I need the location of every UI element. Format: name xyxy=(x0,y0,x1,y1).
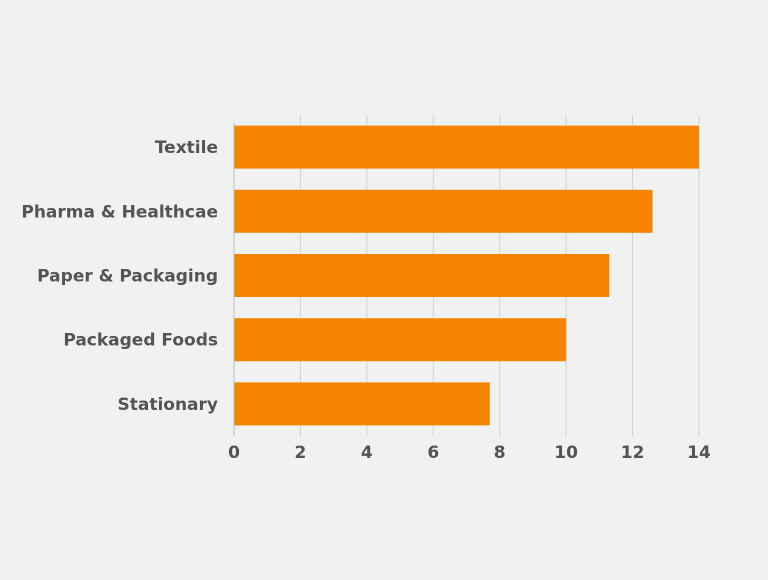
category-label: Paper & Packaging xyxy=(37,267,218,287)
x-tick-label: 12 xyxy=(621,443,645,463)
x-tick-label: 14 xyxy=(687,443,711,463)
bar xyxy=(234,254,610,297)
x-tick-label: 2 xyxy=(295,443,307,463)
x-tick-label: 6 xyxy=(427,443,439,463)
x-tick-label: 10 xyxy=(554,443,578,463)
x-tick-label: 8 xyxy=(494,443,506,463)
x-tick-label: 4 xyxy=(361,443,373,463)
x-tick-label: 0 xyxy=(228,443,240,463)
bar-layer xyxy=(234,125,699,426)
category-label: Stationary xyxy=(117,395,218,415)
category-label: Pharma & Healthcae xyxy=(21,202,218,222)
bar xyxy=(234,318,567,362)
label-layer: 0 2 4 6 8 10 12 14 Textile Pharma & Healthcae Pape… xyxy=(21,138,711,463)
category-label: Textile xyxy=(155,138,218,158)
bar xyxy=(234,125,699,169)
bar xyxy=(234,382,490,426)
bar xyxy=(234,189,653,233)
category-label: Packaged Foods xyxy=(63,331,218,351)
